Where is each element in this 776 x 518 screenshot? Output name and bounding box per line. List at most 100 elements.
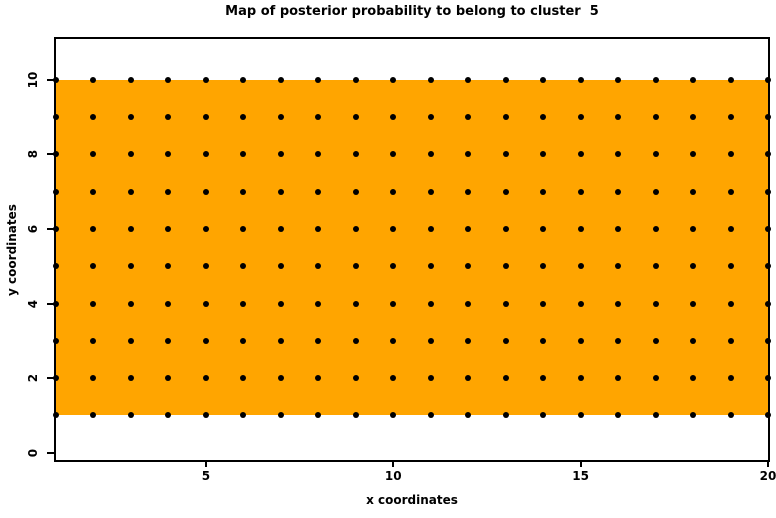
data-point	[615, 226, 622, 232]
x-axis-label: x coordinates	[366, 493, 458, 507]
data-point	[765, 375, 771, 382]
data-point	[577, 375, 584, 382]
y-tick-label: 4	[26, 299, 40, 308]
data-point	[727, 300, 734, 307]
data-point	[352, 76, 359, 83]
data-point	[127, 76, 134, 83]
data-point	[427, 76, 434, 83]
data-point	[277, 300, 284, 307]
data-point	[652, 226, 659, 232]
data-point	[315, 188, 322, 195]
data-point	[427, 151, 434, 158]
x-tick-label: 15	[572, 469, 589, 483]
data-point	[765, 226, 771, 232]
data-point	[53, 76, 59, 83]
data-point	[502, 226, 509, 232]
data-point	[315, 337, 322, 344]
data-point	[577, 188, 584, 195]
data-point	[577, 226, 584, 232]
data-point	[352, 188, 359, 195]
data-point	[240, 188, 247, 195]
data-point	[90, 114, 97, 121]
data-point	[615, 300, 622, 307]
data-point	[690, 151, 697, 158]
data-point	[577, 412, 584, 419]
data-point	[465, 114, 472, 121]
data-point	[202, 337, 209, 344]
data-point	[615, 114, 622, 121]
data-point	[202, 226, 209, 232]
data-point	[315, 263, 322, 270]
data-point	[390, 226, 397, 232]
data-point	[127, 300, 134, 307]
data-point	[240, 114, 247, 121]
y-tick-label: 8	[26, 150, 40, 159]
data-point	[53, 188, 59, 195]
data-point	[465, 76, 472, 83]
data-point	[165, 76, 172, 83]
data-point	[615, 412, 622, 419]
data-point	[202, 76, 209, 83]
data-point	[127, 375, 134, 382]
data-point	[465, 226, 472, 232]
data-point	[202, 188, 209, 195]
data-point	[127, 412, 134, 419]
y-tick-mark	[47, 228, 54, 230]
data-point	[277, 263, 284, 270]
data-point	[165, 300, 172, 307]
y-tick-mark	[47, 302, 54, 305]
data-point	[540, 151, 547, 158]
x-tick-mark	[392, 460, 395, 467]
data-point	[765, 114, 771, 121]
data-point	[727, 375, 734, 382]
data-point	[577, 300, 584, 307]
data-point	[127, 337, 134, 344]
data-point	[765, 151, 771, 158]
data-point	[427, 375, 434, 382]
data-point	[352, 412, 359, 419]
data-point	[727, 76, 734, 83]
data-point	[727, 412, 734, 419]
data-point	[502, 337, 509, 344]
x-tick-label: 5	[201, 469, 211, 483]
data-point	[315, 151, 322, 158]
data-point	[277, 375, 284, 382]
data-point	[352, 226, 359, 232]
data-point	[315, 114, 322, 121]
data-point	[765, 337, 771, 344]
data-point	[502, 114, 509, 121]
data-point	[615, 337, 622, 344]
data-point	[53, 375, 59, 382]
data-point	[652, 151, 659, 158]
y-tick-label: 6	[26, 224, 40, 234]
data-point	[315, 76, 322, 83]
data-point	[165, 188, 172, 195]
data-point	[90, 263, 97, 270]
data-point	[53, 114, 59, 121]
data-point	[277, 337, 284, 344]
data-point	[240, 412, 247, 419]
data-point	[502, 412, 509, 419]
data-point	[577, 114, 584, 121]
data-point	[127, 188, 134, 195]
data-point	[540, 300, 547, 307]
data-point	[277, 226, 284, 232]
data-point	[352, 375, 359, 382]
data-point	[202, 300, 209, 307]
data-point	[577, 263, 584, 270]
data-point	[502, 188, 509, 195]
data-point	[540, 188, 547, 195]
data-point	[53, 337, 59, 344]
data-point	[315, 300, 322, 307]
data-point	[540, 375, 547, 382]
data-point	[615, 151, 622, 158]
data-point	[465, 337, 472, 344]
data-point	[240, 300, 247, 307]
data-point	[315, 375, 322, 382]
y-axis-label: y coordinates	[5, 204, 19, 296]
data-point	[765, 300, 771, 307]
data-point	[240, 263, 247, 270]
data-point	[427, 226, 434, 232]
data-point	[427, 188, 434, 195]
